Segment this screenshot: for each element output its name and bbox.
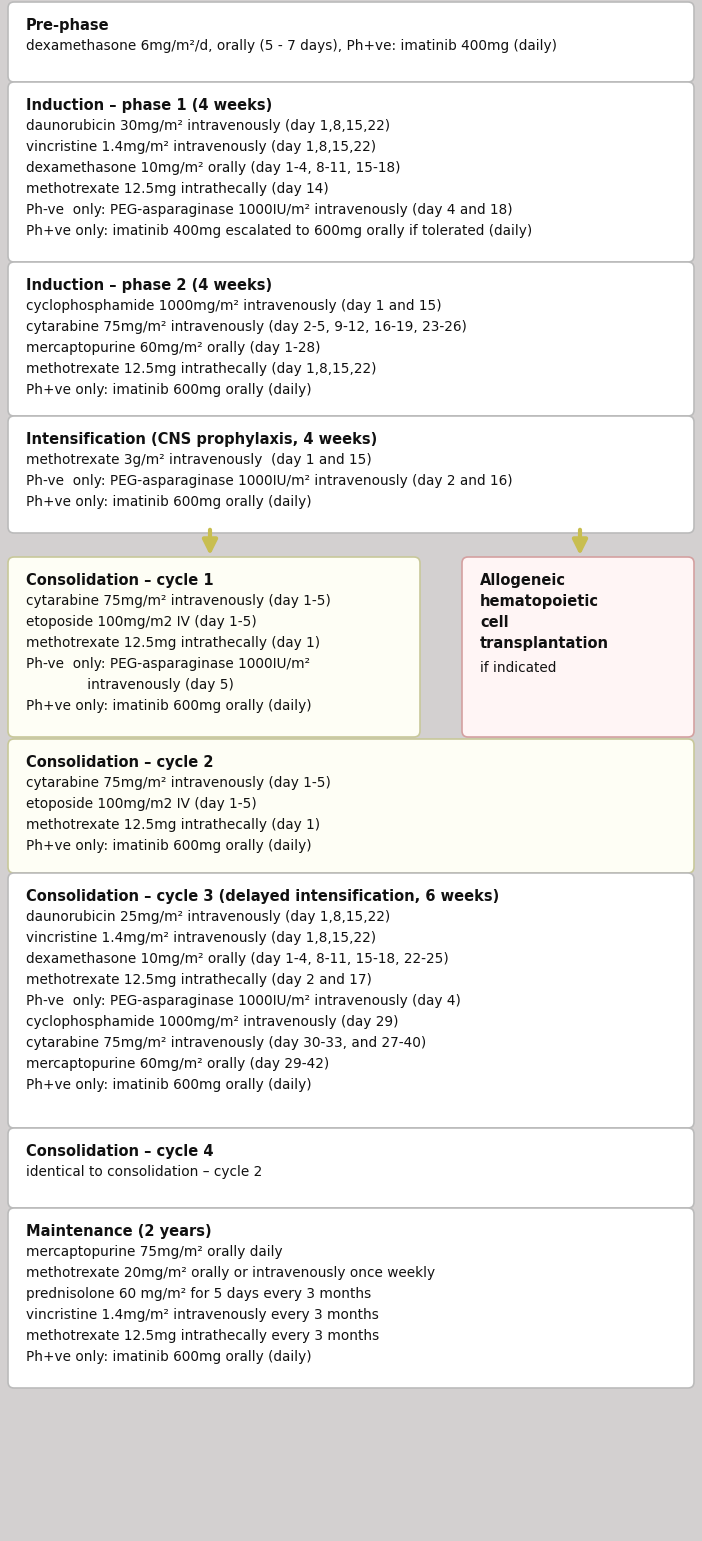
Text: Consolidation – cycle 3 (delayed intensification, 6 weeks): Consolidation – cycle 3 (delayed intensi… xyxy=(26,889,499,905)
FancyBboxPatch shape xyxy=(8,874,694,1128)
Text: dexamethasone 10mg/m² orally (day 1-4, 8-11, 15-18, 22-25): dexamethasone 10mg/m² orally (day 1-4, 8… xyxy=(26,952,449,966)
FancyBboxPatch shape xyxy=(8,2,694,82)
Text: Ph-ve  only: PEG-asparaginase 1000IU/m²: Ph-ve only: PEG-asparaginase 1000IU/m² xyxy=(26,656,310,670)
Text: mercaptopurine 60mg/m² orally (day 29-42): mercaptopurine 60mg/m² orally (day 29-42… xyxy=(26,1057,329,1071)
FancyBboxPatch shape xyxy=(8,740,694,874)
Text: Ph+ve only: imatinib 600mg orally (daily): Ph+ve only: imatinib 600mg orally (daily… xyxy=(26,838,312,854)
Text: hematopoietic: hematopoietic xyxy=(480,593,599,609)
FancyBboxPatch shape xyxy=(8,82,694,262)
Text: cytarabine 75mg/m² intravenously (day 1-5): cytarabine 75mg/m² intravenously (day 1-… xyxy=(26,593,331,609)
Text: Induction – phase 2 (4 weeks): Induction – phase 2 (4 weeks) xyxy=(26,277,272,293)
Text: Ph+ve only: imatinib 600mg orally (daily): Ph+ve only: imatinib 600mg orally (daily… xyxy=(26,1350,312,1364)
Text: vincristine 1.4mg/m² intravenously (day 1,8,15,22): vincristine 1.4mg/m² intravenously (day … xyxy=(26,140,376,154)
FancyBboxPatch shape xyxy=(462,556,694,737)
Text: Consolidation – cycle 1: Consolidation – cycle 1 xyxy=(26,573,213,589)
Text: mercaptopurine 60mg/m² orally (day 1-28): mercaptopurine 60mg/m² orally (day 1-28) xyxy=(26,341,321,354)
Text: identical to consolidation – cycle 2: identical to consolidation – cycle 2 xyxy=(26,1165,263,1179)
Text: Ph+ve only: imatinib 600mg orally (daily): Ph+ve only: imatinib 600mg orally (daily… xyxy=(26,384,312,398)
Text: methotrexate 12.5mg intrathecally every 3 months: methotrexate 12.5mg intrathecally every … xyxy=(26,1328,379,1344)
Text: methotrexate 12.5mg intrathecally (day 2 and 17): methotrexate 12.5mg intrathecally (day 2… xyxy=(26,972,372,986)
Text: if indicated: if indicated xyxy=(480,661,557,675)
Text: etoposide 100mg/m2 IV (day 1-5): etoposide 100mg/m2 IV (day 1-5) xyxy=(26,797,257,811)
Text: daunorubicin 25mg/m² intravenously (day 1,8,15,22): daunorubicin 25mg/m² intravenously (day … xyxy=(26,911,390,925)
FancyBboxPatch shape xyxy=(8,416,694,533)
Text: Allogeneic: Allogeneic xyxy=(480,573,566,589)
Text: dexamethasone 6mg/m²/d, orally (5 - 7 days), Ph+ve: imatinib 400mg (daily): dexamethasone 6mg/m²/d, orally (5 - 7 da… xyxy=(26,39,557,52)
Text: Induction – phase 1 (4 weeks): Induction – phase 1 (4 weeks) xyxy=(26,99,272,112)
Text: Maintenance (2 years): Maintenance (2 years) xyxy=(26,1224,211,1239)
Text: etoposide 100mg/m2 IV (day 1-5): etoposide 100mg/m2 IV (day 1-5) xyxy=(26,615,257,629)
Text: Consolidation – cycle 4: Consolidation – cycle 4 xyxy=(26,1143,213,1159)
Text: cytarabine 75mg/m² intravenously (day 1-5): cytarabine 75mg/m² intravenously (day 1-… xyxy=(26,777,331,791)
Text: cyclophosphamide 1000mg/m² intravenously (day 29): cyclophosphamide 1000mg/m² intravenously… xyxy=(26,1016,399,1029)
Text: methotrexate 3g/m² intravenously  (day 1 and 15): methotrexate 3g/m² intravenously (day 1 … xyxy=(26,453,372,467)
Text: vincristine 1.4mg/m² intravenously every 3 months: vincristine 1.4mg/m² intravenously every… xyxy=(26,1308,379,1322)
Text: cytarabine 75mg/m² intravenously (day 30-33, and 27-40): cytarabine 75mg/m² intravenously (day 30… xyxy=(26,1036,426,1049)
Text: mercaptopurine 75mg/m² orally daily: mercaptopurine 75mg/m² orally daily xyxy=(26,1245,283,1259)
Text: Intensification (CNS prophylaxis, 4 weeks): Intensification (CNS prophylaxis, 4 week… xyxy=(26,431,377,447)
Text: Pre-phase: Pre-phase xyxy=(26,18,110,32)
Text: Ph-ve  only: PEG-asparaginase 1000IU/m² intravenously (day 4 and 18): Ph-ve only: PEG-asparaginase 1000IU/m² i… xyxy=(26,203,512,217)
Text: Ph-ve  only: PEG-asparaginase 1000IU/m² intravenously (day 4): Ph-ve only: PEG-asparaginase 1000IU/m² i… xyxy=(26,994,461,1008)
Text: vincristine 1.4mg/m² intravenously (day 1,8,15,22): vincristine 1.4mg/m² intravenously (day … xyxy=(26,931,376,945)
Text: dexamethasone 10mg/m² orally (day 1-4, 8-11, 15-18): dexamethasone 10mg/m² orally (day 1-4, 8… xyxy=(26,160,401,176)
Text: daunorubicin 30mg/m² intravenously (day 1,8,15,22): daunorubicin 30mg/m² intravenously (day … xyxy=(26,119,390,133)
FancyBboxPatch shape xyxy=(8,556,420,737)
FancyBboxPatch shape xyxy=(8,262,694,416)
Text: methotrexate 12.5mg intrathecally (day 14): methotrexate 12.5mg intrathecally (day 1… xyxy=(26,182,329,196)
Text: methotrexate 12.5mg intrathecally (day 1): methotrexate 12.5mg intrathecally (day 1… xyxy=(26,636,320,650)
Text: methotrexate 12.5mg intrathecally (day 1,8,15,22): methotrexate 12.5mg intrathecally (day 1… xyxy=(26,362,376,376)
Text: Ph+ve only: imatinib 600mg orally (daily): Ph+ve only: imatinib 600mg orally (daily… xyxy=(26,700,312,713)
Text: methotrexate 20mg/m² orally or intravenously once weekly: methotrexate 20mg/m² orally or intraveno… xyxy=(26,1267,435,1281)
Text: Ph+ve only: imatinib 600mg orally (daily): Ph+ve only: imatinib 600mg orally (daily… xyxy=(26,1079,312,1093)
Text: prednisolone 60 mg/m² for 5 days every 3 months: prednisolone 60 mg/m² for 5 days every 3… xyxy=(26,1287,371,1301)
FancyBboxPatch shape xyxy=(8,1208,694,1388)
Text: methotrexate 12.5mg intrathecally (day 1): methotrexate 12.5mg intrathecally (day 1… xyxy=(26,818,320,832)
Text: transplantation: transplantation xyxy=(480,636,609,650)
Text: Ph-ve  only: PEG-asparaginase 1000IU/m² intravenously (day 2 and 16): Ph-ve only: PEG-asparaginase 1000IU/m² i… xyxy=(26,475,512,488)
Text: cell: cell xyxy=(480,615,509,630)
Text: Ph+ve only: imatinib 400mg escalated to 600mg orally if tolerated (daily): Ph+ve only: imatinib 400mg escalated to … xyxy=(26,223,532,237)
Text: Consolidation – cycle 2: Consolidation – cycle 2 xyxy=(26,755,213,770)
Text: intravenously (day 5): intravenously (day 5) xyxy=(26,678,234,692)
Text: cyclophosphamide 1000mg/m² intravenously (day 1 and 15): cyclophosphamide 1000mg/m² intravenously… xyxy=(26,299,442,313)
Text: Ph+ve only: imatinib 600mg orally (daily): Ph+ve only: imatinib 600mg orally (daily… xyxy=(26,495,312,509)
FancyBboxPatch shape xyxy=(8,1128,694,1208)
Text: cytarabine 75mg/m² intravenously (day 2-5, 9-12, 16-19, 23-26): cytarabine 75mg/m² intravenously (day 2-… xyxy=(26,321,467,334)
